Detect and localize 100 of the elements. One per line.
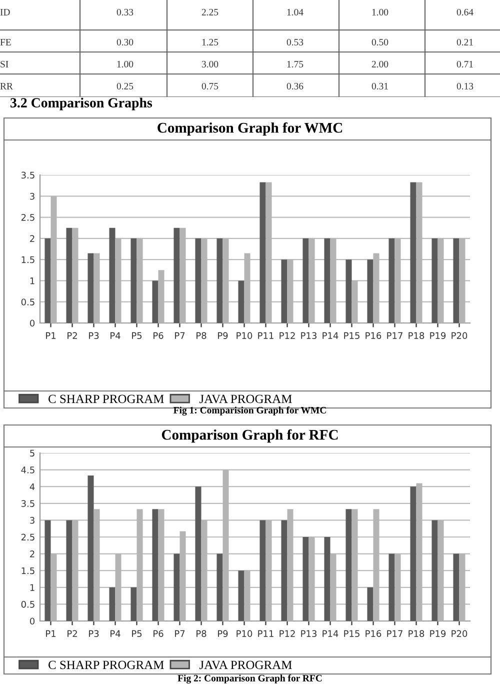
text: FE <box>0 38 11 46</box>
y-tick-label: 0 <box>30 320 35 327</box>
bar <box>346 509 352 621</box>
bar <box>324 238 330 323</box>
bar <box>453 554 460 621</box>
y-tick-label: 1 <box>30 278 34 284</box>
x-tick-label: P7 <box>175 332 185 339</box>
bar <box>88 253 94 323</box>
x-tick-label: P20 <box>452 630 468 638</box>
x-tick-label: P13 <box>301 332 316 340</box>
bar <box>324 537 330 621</box>
x-tick-label: P10 <box>236 332 252 340</box>
text: 1.00 <box>372 8 388 16</box>
x-tick-label: P17 <box>387 630 402 637</box>
x-tick-label: P14 <box>322 332 338 339</box>
bar <box>174 554 180 621</box>
x-tick-label: P11 <box>258 630 274 637</box>
y-tick-label: 3.5 <box>21 500 34 507</box>
bar <box>260 182 266 323</box>
text: 0.13 <box>456 82 474 90</box>
x-tick-label: P8 <box>196 332 206 340</box>
x-tick-label: P14 <box>322 630 338 637</box>
y-tick-label: 4 <box>30 483 35 490</box>
bar <box>195 486 202 621</box>
x-tick-label: P15 <box>344 332 360 340</box>
bar <box>109 228 116 323</box>
y-tick-label: 3.5 <box>21 172 34 179</box>
bar <box>281 260 288 323</box>
legend-label: C SHARP PROGRAM <box>48 660 164 670</box>
x-tick-label: P15 <box>344 630 360 638</box>
text: 0.33 <box>116 8 134 16</box>
text: 1.00 <box>117 60 134 68</box>
chart-title: Comparison Graph for RFC <box>162 429 338 443</box>
x-tick-label: P19 <box>430 630 446 638</box>
text: 3.2 Comparison Graphs <box>10 98 152 110</box>
x-tick-label: P5 <box>132 630 142 638</box>
bar <box>174 228 180 323</box>
text: 0.25 <box>116 82 134 90</box>
text: 1.75 <box>287 60 304 68</box>
bar <box>302 238 309 323</box>
x-tick-label: P18 <box>408 630 424 638</box>
y-tick-label: 0.5 <box>21 298 34 306</box>
text: 0.36 <box>286 82 304 90</box>
x-tick-label: P12 <box>280 630 295 637</box>
y-tick-label: 2 <box>30 235 34 242</box>
y-tick-label: 0 <box>30 618 35 625</box>
text: 0.30 <box>116 38 134 46</box>
chart-title: Comparison Graph for WMC <box>158 122 342 136</box>
bar <box>388 554 395 621</box>
bar <box>281 520 288 621</box>
x-tick-label: P9 <box>218 630 228 638</box>
y-tick-label: 0.5 <box>21 600 34 608</box>
text: 2.00 <box>372 60 388 68</box>
x-tick-label: P6 <box>154 630 164 638</box>
bar <box>432 238 438 323</box>
x-tick-label: P16 <box>366 630 382 638</box>
bar <box>216 238 223 323</box>
text: 0.31 <box>372 82 388 90</box>
x-tick-label: P18 <box>408 332 424 340</box>
text: 1.04 <box>287 8 304 16</box>
legend-label: C SHARP PROGRAM <box>48 394 164 404</box>
y-tick-label: 5 <box>30 450 34 457</box>
text: 0.71 <box>456 60 473 68</box>
x-tick-label: P4 <box>110 630 120 637</box>
bar <box>109 587 116 621</box>
text: 0.21 <box>456 38 473 46</box>
y-tick-label: 4.5 <box>21 466 34 474</box>
text: 0.50 <box>372 38 388 46</box>
bar <box>367 587 374 621</box>
bar <box>152 509 158 621</box>
x-tick-label: P2 <box>68 332 77 339</box>
bar <box>238 280 244 323</box>
y-tick-label: 3 <box>30 192 34 200</box>
x-tick-label: P3 <box>89 332 99 340</box>
x-tick-label: P5 <box>132 332 142 340</box>
y-tick-label: 1.5 <box>22 567 34 574</box>
bar <box>44 238 51 323</box>
text: 2.25 <box>202 8 218 16</box>
x-tick-label: P11 <box>258 332 274 339</box>
text: 0.64 <box>456 8 474 16</box>
bar <box>152 280 158 323</box>
x-tick-label: P9 <box>218 332 228 340</box>
x-tick-label: P4 <box>110 332 120 339</box>
bar <box>88 476 94 621</box>
x-tick-label: P7 <box>175 630 185 637</box>
bar <box>410 182 416 323</box>
text: SI <box>0 60 8 68</box>
bar <box>66 520 72 621</box>
bar <box>410 486 416 621</box>
bar <box>238 570 244 621</box>
text: 0.53 <box>286 38 304 46</box>
x-tick-label: P1 <box>46 630 56 637</box>
x-tick-label: P19 <box>430 332 446 340</box>
x-tick-label: P13 <box>301 630 316 638</box>
bar <box>260 520 266 621</box>
x-tick-label: P2 <box>68 630 77 637</box>
y-tick-label: 2.5 <box>21 214 34 221</box>
bar <box>453 238 460 323</box>
y-tick-label: 1 <box>30 584 34 591</box>
y-tick-label: 3 <box>30 516 34 524</box>
